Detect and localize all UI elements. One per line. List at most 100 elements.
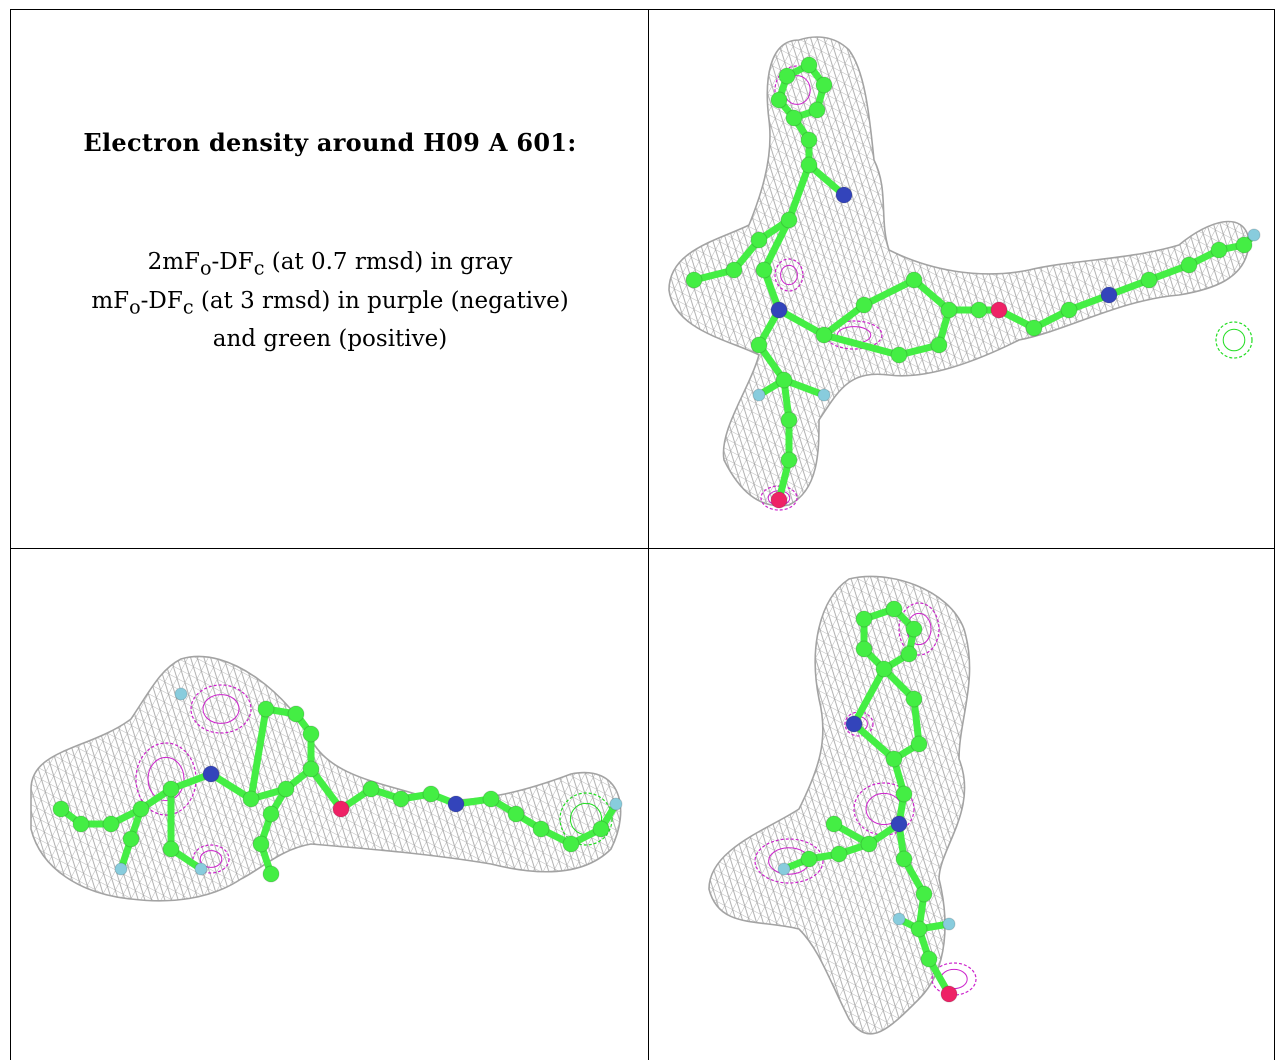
carbon-atom xyxy=(750,231,768,249)
fluorine-atom xyxy=(174,687,188,701)
caption-line-2: mFo-DFc (at 3 rmsd) in purple (negative) xyxy=(91,287,569,319)
bond xyxy=(760,216,793,274)
carbon-atom xyxy=(780,451,798,469)
fluorine-atom xyxy=(609,797,623,811)
carbon-atom xyxy=(940,301,958,319)
negative-density-blob xyxy=(199,850,223,868)
carbon-atom xyxy=(780,411,798,429)
carbon-atom xyxy=(1235,236,1253,254)
carbon-atom xyxy=(242,790,260,808)
fluorine-atom xyxy=(194,862,208,876)
carbon-atom xyxy=(122,830,140,848)
positive-density-blob xyxy=(1222,328,1246,352)
carbon-atom xyxy=(132,800,150,818)
carbon-atom xyxy=(72,815,90,833)
carbon-atom xyxy=(785,109,803,127)
carbon-atom xyxy=(775,371,793,389)
carbon-atom xyxy=(825,815,843,833)
carbon-atom xyxy=(860,835,878,853)
carbon-atom xyxy=(302,725,320,743)
carbon-atom xyxy=(855,610,873,628)
negative-density-blob xyxy=(147,756,185,802)
carbon-atom xyxy=(915,885,933,903)
caption-heading: Electron density around H09 A 601: xyxy=(83,128,577,157)
fluorine-atom xyxy=(942,917,956,931)
carbon-atom xyxy=(102,815,120,833)
carbon-atom xyxy=(52,800,70,818)
carbon-atom xyxy=(422,785,440,803)
carbon-atom xyxy=(257,700,275,718)
bond xyxy=(785,161,813,224)
bond xyxy=(307,765,345,813)
positive-density-blob xyxy=(559,792,613,846)
carbon-atom xyxy=(855,640,873,658)
bond xyxy=(850,720,898,763)
negative-density-blob xyxy=(192,844,230,874)
carbon-atom xyxy=(252,835,270,853)
carbon-atom xyxy=(830,845,848,863)
carbon-atom xyxy=(920,950,938,968)
carbon-atom xyxy=(262,865,280,883)
carbon-atom xyxy=(482,790,500,808)
carbon-atom xyxy=(277,780,295,798)
density-view-3 xyxy=(649,549,1275,1060)
carbon-atom xyxy=(778,67,796,85)
oxygen-atom xyxy=(770,491,788,509)
molecule-render-2 xyxy=(30,655,623,902)
carbon-atom xyxy=(815,76,833,94)
carbon-atom xyxy=(800,131,818,149)
negative-density-blob xyxy=(931,962,977,996)
carbon-atom xyxy=(750,336,768,354)
carbon-atom xyxy=(885,750,903,768)
molecule-render-1 xyxy=(668,36,1261,511)
carbon-atom xyxy=(287,705,305,723)
carbon-atom xyxy=(755,261,773,279)
carbon-atom xyxy=(910,920,928,938)
carbon-atom xyxy=(808,101,826,119)
carbon-atom xyxy=(885,600,903,618)
density-mesh xyxy=(30,655,622,902)
carbon-atom xyxy=(905,620,923,638)
nitrogen-atom xyxy=(1100,286,1118,304)
caption-line-1: 2mFo-DFc (at 0.7 rmsd) in gray xyxy=(147,249,513,280)
carbon-atom xyxy=(162,840,180,858)
negative-density-blob xyxy=(190,684,252,734)
carbon-atom xyxy=(930,336,948,354)
fluorine-atom xyxy=(1247,228,1261,242)
carbon-atom xyxy=(532,820,550,838)
carbon-atom xyxy=(592,820,610,838)
bond xyxy=(820,301,868,339)
carbon-atom xyxy=(905,690,923,708)
negative-density-blob xyxy=(754,838,824,884)
carbon-atom xyxy=(392,790,410,808)
carbon-atom xyxy=(905,271,923,289)
negative-density-blob xyxy=(898,602,940,656)
negative-density-blob xyxy=(774,258,804,292)
carbon-atom xyxy=(855,296,873,314)
carbon-atom xyxy=(162,780,180,798)
carbon-atom xyxy=(900,645,918,663)
carbon-atom xyxy=(800,850,818,868)
carbon-atom xyxy=(895,785,913,803)
nitrogen-atom xyxy=(202,765,220,783)
carbon-atom xyxy=(770,91,788,109)
carbon-atom xyxy=(685,271,703,289)
oxygen-atom xyxy=(332,800,350,818)
carbon-atom xyxy=(815,326,833,344)
carbon-atom xyxy=(1140,271,1158,289)
carbon-atom xyxy=(780,211,798,229)
carbon-atom xyxy=(507,805,525,823)
carbon-atom xyxy=(302,760,320,778)
oxygen-atom xyxy=(940,985,958,1003)
nitrogen-atom xyxy=(845,715,863,733)
density-view-2 xyxy=(11,549,649,1060)
fluorine-atom xyxy=(817,388,831,402)
caption-cell: Electron density around H09 A 601: 2mFo-… xyxy=(11,10,649,549)
caption-description: 2mFo-DFc (at 0.7 rmsd) in gray mFo-DFc (… xyxy=(11,246,648,356)
carbon-atom xyxy=(800,156,818,174)
molecule-render-3 xyxy=(708,575,977,1035)
negative-density-blob xyxy=(202,694,240,724)
negative-density-blob xyxy=(853,782,915,836)
carbon-atom xyxy=(725,261,743,279)
oxygen-atom xyxy=(990,301,1008,319)
